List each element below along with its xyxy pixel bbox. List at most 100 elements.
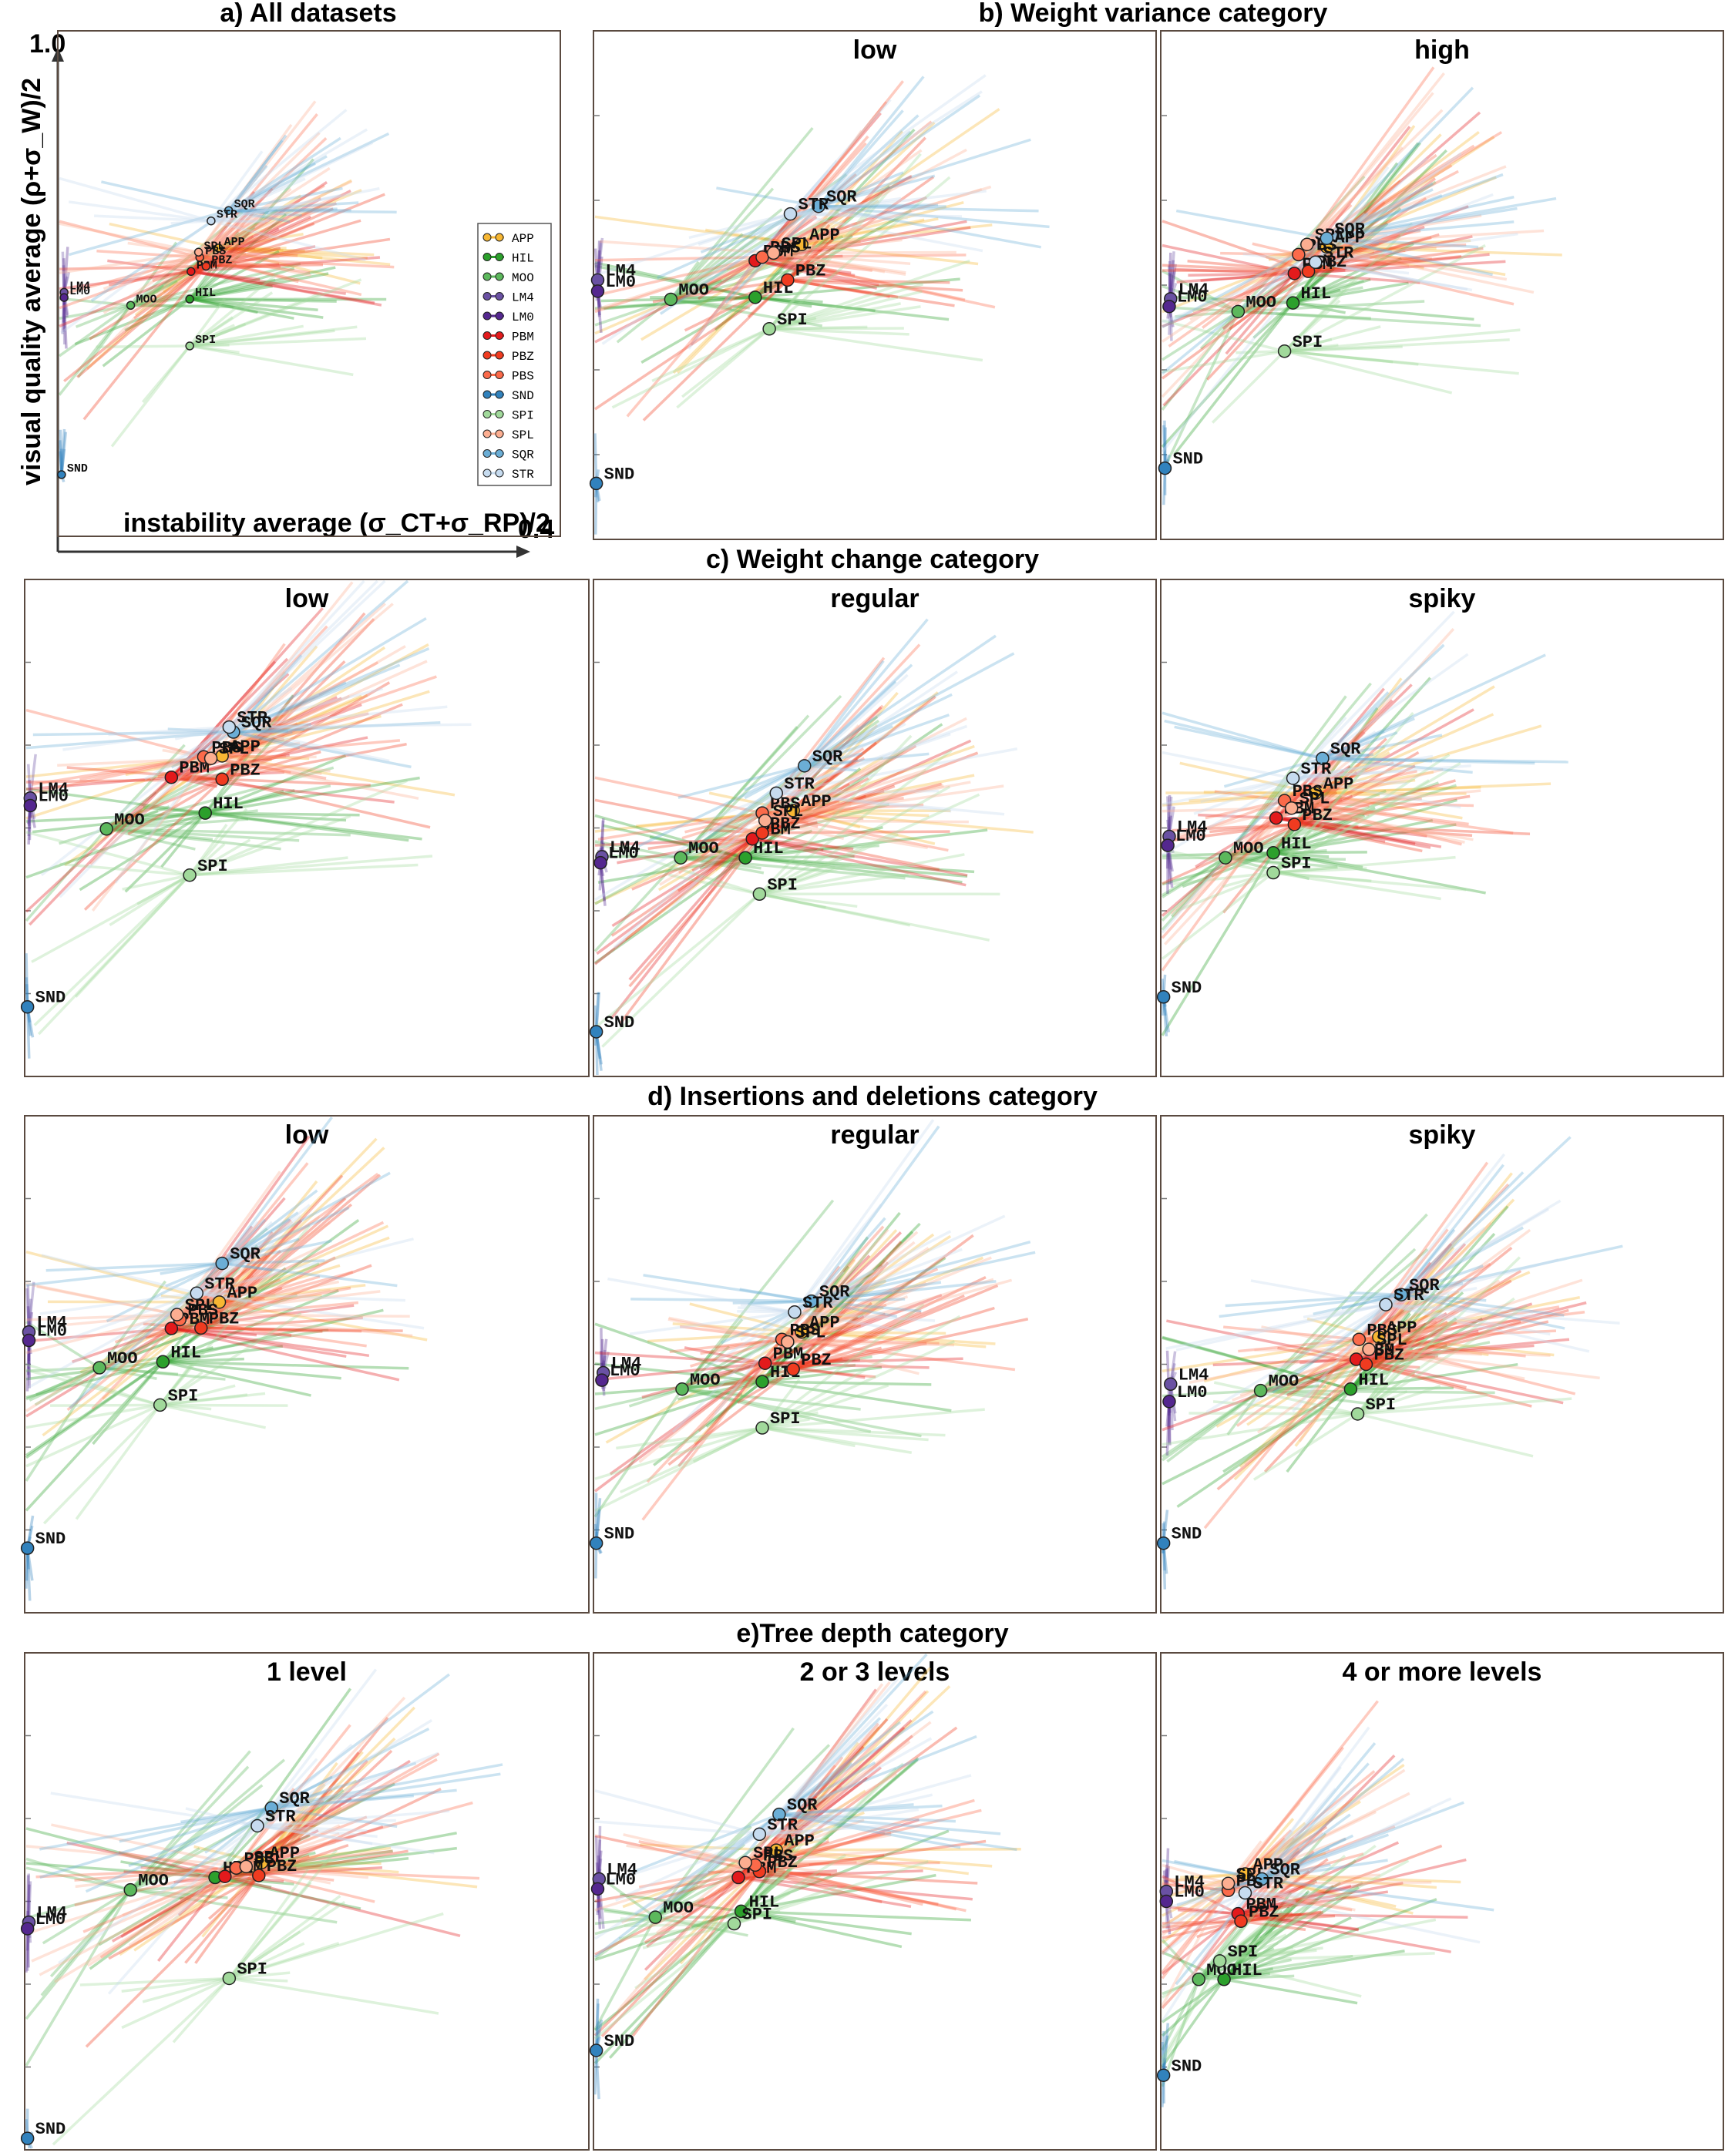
trail-line-moo	[105, 744, 186, 830]
trail-line-str	[789, 170, 830, 215]
trail-line-pbm	[755, 226, 971, 263]
point-snd	[589, 1025, 603, 1039]
trail-line-moo	[25, 1366, 100, 1401]
trail-line-pbz	[205, 207, 334, 268]
trail-line-pbz	[205, 219, 361, 268]
trail-line-hil	[74, 297, 190, 346]
trail-line-spi	[159, 1371, 203, 1406]
trail-line-str	[698, 212, 792, 246]
trail-line-pbs	[203, 675, 437, 758]
trail-line-spi	[189, 291, 274, 348]
point-spi	[755, 1421, 769, 1435]
point-label-lm4: LM4	[1174, 1873, 1205, 1892]
trail-line-pbm	[1225, 272, 1296, 355]
trail-line-sqr	[1400, 1228, 1456, 1296]
trail-line-hil	[620, 1892, 741, 1913]
point-lm0	[595, 1373, 609, 1387]
trail-line-sqr	[593, 1813, 780, 1958]
trail-line-hil	[162, 1289, 339, 1363]
point-label-str: STR	[767, 1815, 798, 1835]
point-label-snd: SND	[35, 989, 66, 1008]
point-hil	[755, 1375, 769, 1389]
trail-line-moo	[594, 1916, 657, 1960]
trail-line-spi	[692, 1426, 763, 1463]
point-label-snd: SND	[1172, 979, 1202, 998]
trail-line-app	[676, 243, 803, 374]
trail-line-pbm	[1237, 1879, 1318, 1916]
trail-line-moo	[29, 1366, 100, 1402]
trail-line-app	[775, 1690, 930, 1852]
trail-line-spi	[121, 1976, 230, 1993]
legend-label-lm0: LM0	[512, 311, 534, 324]
point-snd	[1156, 2068, 1171, 2082]
trail-line-moo	[130, 1888, 228, 1899]
trail-line-spl	[1162, 1882, 1229, 1892]
trail-line-hil	[25, 1360, 163, 1399]
point-app	[212, 1295, 227, 1309]
trail-line-pbz	[258, 1849, 408, 1877]
trail-line-str	[775, 724, 968, 795]
trail-line-lm4	[29, 754, 37, 799]
trail-line-str	[740, 1303, 795, 1314]
trail-line-pbz	[761, 784, 896, 835]
trail-line-sqr	[1322, 757, 1568, 764]
trail-line-app	[792, 809, 1034, 834]
trail-lines	[593, 1119, 1036, 1579]
trail-line-moo	[25, 1366, 100, 1372]
trail-line-spl	[210, 757, 419, 800]
trail-line-spl	[1291, 806, 1387, 816]
trail-line-pbz	[206, 237, 391, 268]
trail-line-pbs	[669, 1338, 782, 1354]
point-moo	[664, 292, 678, 307]
trail-line-spl	[59, 222, 199, 254]
trail-line-pbz	[758, 1840, 830, 1873]
trail-line-hil	[755, 209, 912, 299]
trail-line-sqr	[170, 730, 234, 769]
trail-line-sqr	[1350, 1291, 1402, 1296]
trail-line-hil	[1162, 851, 1274, 858]
trail-line-hil	[1293, 277, 1371, 304]
trail-line-spi	[190, 863, 419, 877]
trail-line-app	[218, 232, 304, 250]
trail-line-spi	[1219, 1918, 1437, 1963]
trail-line-moo	[106, 763, 240, 831]
trail-line-str	[210, 186, 380, 223]
trail-line-spl	[787, 1340, 955, 1347]
trail-line-app	[792, 691, 899, 812]
trail-line-spi	[25, 831, 190, 877]
trail-line-pbs	[235, 1788, 333, 1869]
point-label-str: STR	[1301, 760, 1332, 779]
trail-line-spi	[1219, 1960, 1362, 1998]
trail-line-pbz	[792, 1294, 965, 1371]
trail-line-str	[108, 725, 230, 737]
trail-line-pbm	[1276, 816, 1359, 828]
trail-line-pbm	[593, 1362, 766, 1493]
legend-marker	[482, 390, 492, 399]
trail-line-pbz	[200, 1326, 403, 1332]
trail-line-spi	[1283, 243, 1486, 353]
trail-line-spl	[54, 1865, 247, 1983]
trail-line-spi	[228, 1912, 444, 1980]
trail-line-str	[1165, 1303, 1387, 1350]
trail-line-hil	[1292, 149, 1447, 304]
trail-line-str	[1314, 157, 1428, 264]
trail-line-spl	[1290, 710, 1385, 809]
trail-line-app	[221, 694, 362, 757]
trail-line-pbz	[1365, 1320, 1448, 1366]
trail-line-app	[800, 130, 904, 246]
trail-line-hil	[1222, 1892, 1293, 1980]
trail-line-str	[776, 791, 952, 813]
trail-line-spi	[229, 1971, 291, 1980]
trail-line-str	[150, 726, 230, 781]
trail-line-app	[79, 1301, 220, 1374]
trail-line-spi	[1162, 1960, 1221, 1999]
trail-line-app	[134, 247, 220, 317]
trail-line-pbz	[1308, 233, 1440, 273]
trail-line-spi	[79, 1976, 230, 1986]
trail-line-pbz	[1366, 1362, 1415, 1375]
trail-line-spi	[1284, 338, 1510, 353]
trail-line-moo	[669, 260, 700, 301]
trail-line-pbz	[76, 265, 207, 378]
point-label-snd: SND	[604, 465, 635, 484]
trail-line-pbm	[641, 1362, 766, 1399]
